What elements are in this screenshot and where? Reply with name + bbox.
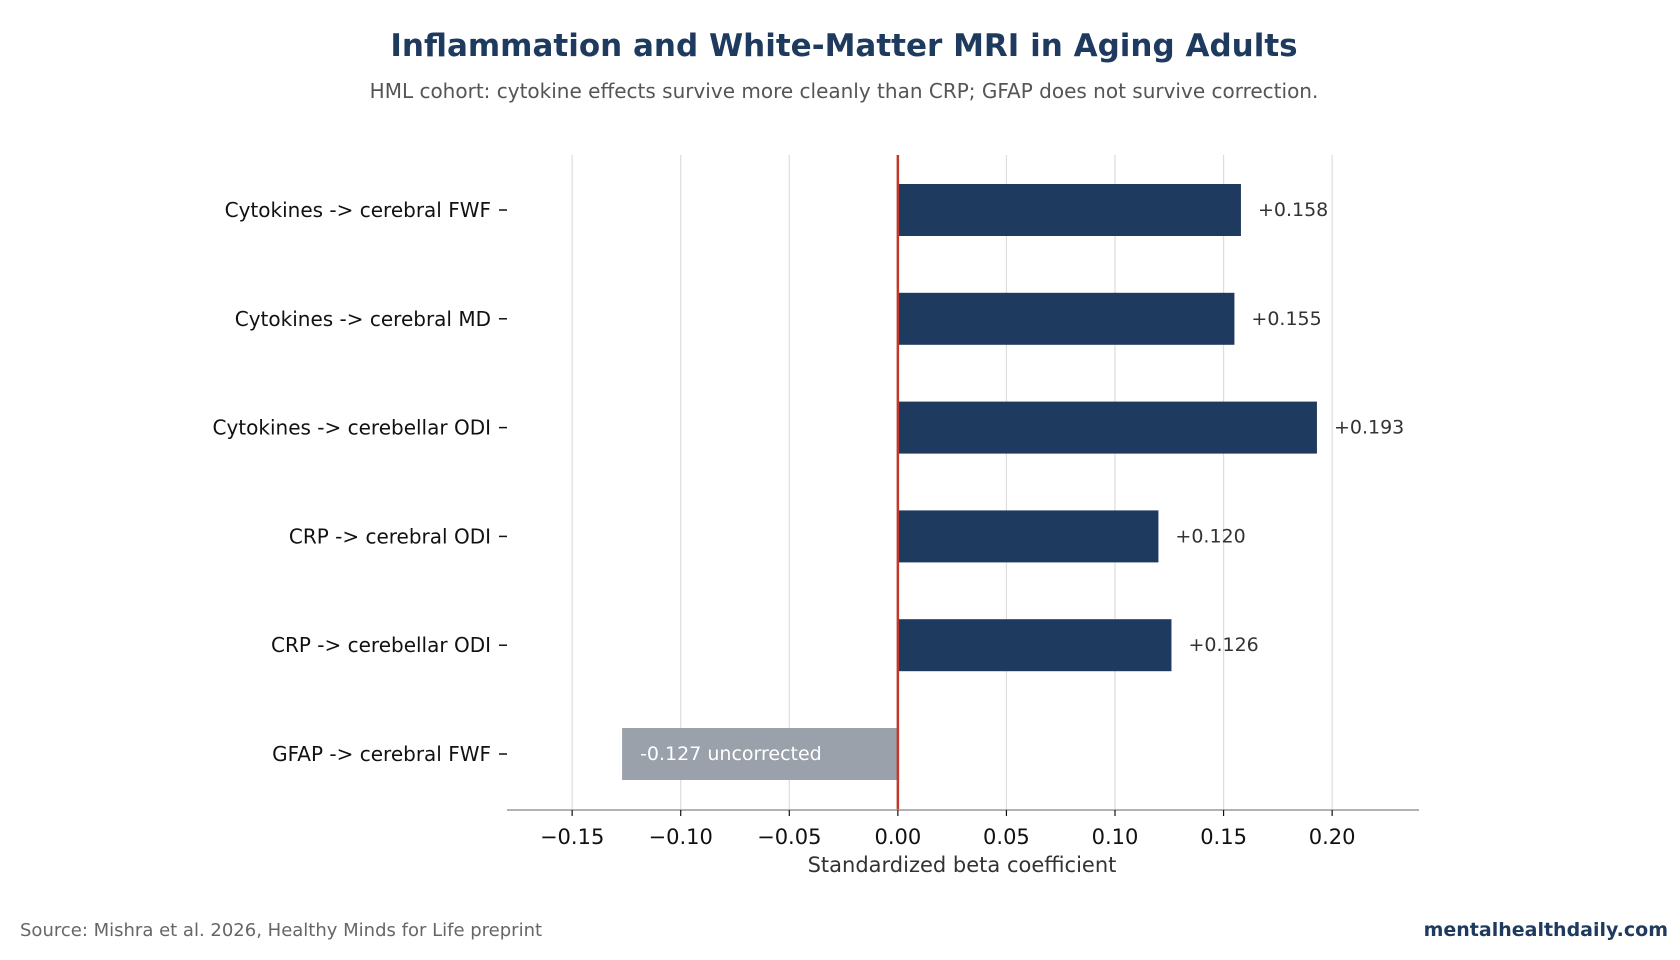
data-label: +0.120 (1175, 525, 1245, 547)
source-note: Source: Mishra et al. 2026, Healthy Mind… (20, 920, 542, 941)
bar (897, 619, 1172, 672)
brand-link[interactable]: mentalhealthdaily.com (1424, 919, 1668, 941)
data-label: +0.158 (1258, 199, 1328, 221)
category-label: CRP -> cerebral ODI (289, 524, 491, 548)
x-tick-label: −0.05 (757, 825, 821, 849)
category-label: Cytokines -> cerebral MD (235, 307, 491, 331)
bar (622, 728, 898, 780)
bar (897, 292, 1235, 345)
x-axis-title: Standardized beta coefficient (808, 853, 1117, 877)
x-tick-label: 0.20 (1309, 825, 1356, 849)
x-tick-label: −0.15 (540, 825, 604, 849)
x-tick-label: 0.05 (983, 825, 1030, 849)
bar (897, 510, 1159, 563)
chart-subtitle: HML cohort: cytokine effects survive mor… (370, 79, 1319, 103)
data-label: +0.193 (1334, 417, 1404, 439)
chart-title: Inflammation and White-Matter MRI in Agi… (390, 28, 1297, 64)
bar (897, 184, 1241, 236)
data-label: +0.155 (1251, 308, 1321, 330)
category-label: GFAP -> cerebral FWF (272, 742, 491, 766)
x-tick-label: 0.15 (1200, 825, 1247, 849)
category-label: Cytokines -> cerebral FWF (225, 198, 491, 222)
x-tick-label: 0.10 (1092, 825, 1139, 849)
x-tick-label: −0.10 (649, 825, 713, 849)
gridlines (571, 155, 1333, 810)
category-label: CRP -> cerebellar ODI (271, 633, 491, 657)
bars (622, 184, 1317, 780)
axes (499, 155, 1419, 816)
data-label: -0.127 uncorrected (640, 743, 822, 765)
x-tick-label: 0.00 (874, 825, 921, 849)
bar (897, 401, 1317, 454)
category-label: Cytokines -> cerebellar ODI (213, 416, 492, 440)
labels: −0.15 −0.10 −0.05 0.00 0.05 0.10 0.15 0.20 Cytok… (213, 198, 1405, 849)
data-label: +0.126 (1188, 634, 1258, 656)
